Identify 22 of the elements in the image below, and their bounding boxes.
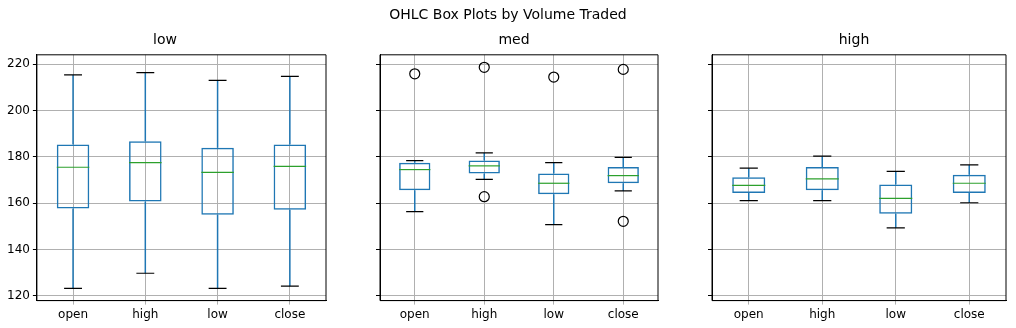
y-tick-label: 200 xyxy=(7,102,30,117)
x-tick-label: low xyxy=(543,306,565,321)
x-tick-label: high xyxy=(809,306,836,321)
x-tick-label: close xyxy=(953,306,985,321)
x-tick-label: low xyxy=(207,306,229,321)
x-tick-label: close xyxy=(607,306,639,321)
y-tick-label: 120 xyxy=(7,288,30,303)
x-tick-label: open xyxy=(733,306,764,321)
y-tick-label: 180 xyxy=(7,148,30,163)
x-tick-label: close xyxy=(274,306,306,321)
x-tick-label: high xyxy=(132,306,159,321)
x-tick-label: open xyxy=(58,306,89,321)
x-tick-label: high xyxy=(471,306,498,321)
chart-subtitle: high xyxy=(838,31,870,48)
y-tick-label: 140 xyxy=(7,241,30,256)
chart-subtitle: med xyxy=(498,31,530,48)
x-tick-label: low xyxy=(885,306,907,321)
y-tick-label: 160 xyxy=(7,195,30,210)
chart-subtitle: low xyxy=(153,31,177,48)
chart-title: OHLC Box Plots by Volume Traded xyxy=(388,6,628,22)
y-tick-label: 220 xyxy=(7,56,30,71)
x-tick-label: open xyxy=(399,306,430,321)
